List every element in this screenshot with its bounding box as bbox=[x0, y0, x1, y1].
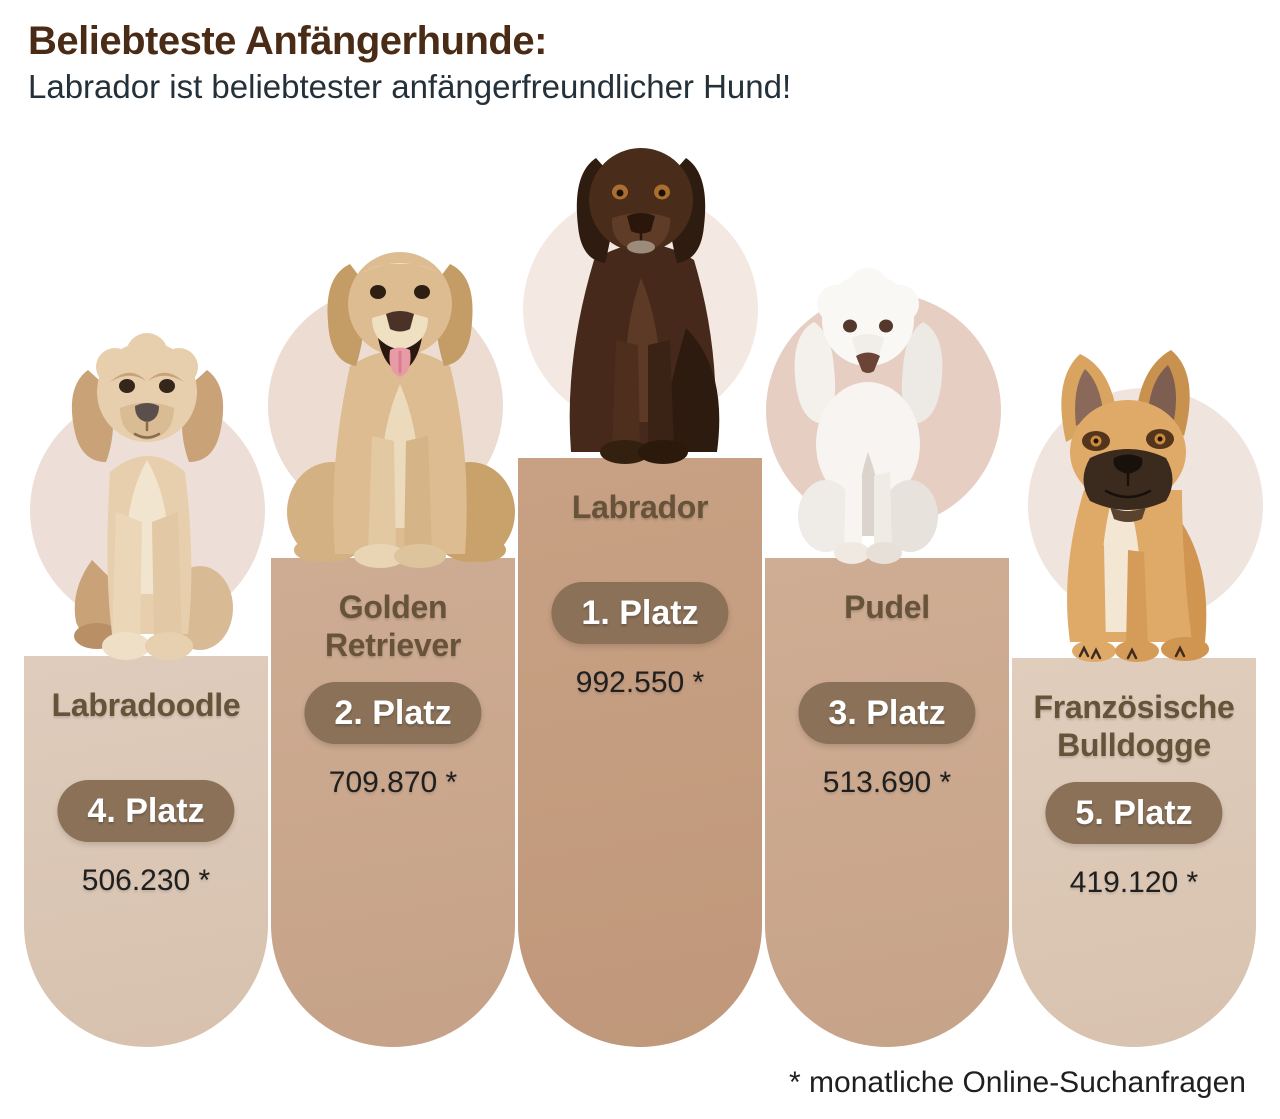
labrador-dog-illustration bbox=[536, 130, 746, 464]
page-title: Beliebteste Anfängerhunde: bbox=[28, 19, 547, 63]
podium-column-4th-labradoodle: Labradoodle 4. Platz 506.230 * bbox=[24, 656, 268, 1047]
rank-badge: 1. Platz bbox=[551, 582, 729, 644]
podium-column-5th-franzoesische-bulldogge: Französische Bulldogge 5. Platz 419.120 … bbox=[1012, 658, 1256, 1047]
podium-column-3rd-pudel: Pudel 3. Platz 513.690 * bbox=[765, 558, 1009, 1047]
rank-badge: 5. Platz bbox=[1045, 782, 1223, 844]
pudel-dog-illustration bbox=[786, 264, 951, 568]
breed-name-label: Französische Bulldogge bbox=[1033, 689, 1235, 763]
podium-column-1st-labrador: Labrador 1. Platz 992.550 * bbox=[518, 458, 762, 1047]
footnote: * monatliche Online-Suchanfragen bbox=[789, 1066, 1246, 1099]
rank-badge: 3. Platz bbox=[798, 682, 976, 744]
franzoesische-bulldogge-dog-illustration bbox=[1032, 340, 1224, 664]
search-count-value: 506.230 * bbox=[81, 864, 211, 897]
search-count-value: 709.870 * bbox=[328, 766, 458, 799]
breed-name-label: Golden Retriever bbox=[324, 589, 462, 663]
breed-name-label: Labradoodle bbox=[51, 687, 241, 723]
search-count-value: 992.550 * bbox=[575, 666, 705, 699]
labradoodle-dog-illustration bbox=[50, 312, 245, 662]
breed-name-label: Pudel bbox=[844, 589, 930, 625]
rank-badge: 2. Platz bbox=[304, 682, 482, 744]
page-subtitle: Labrador ist beliebtester anfängerfreund… bbox=[28, 68, 792, 105]
golden-retriever-dog-illustration bbox=[280, 226, 520, 568]
rank-badge: 4. Platz bbox=[57, 780, 235, 842]
search-count-value: 513.690 * bbox=[822, 766, 952, 799]
podium-column-2nd-golden-retriever: Golden Retriever 2. Platz 709.870 * bbox=[271, 558, 515, 1047]
header: Beliebteste Anfängerhunde: Labrador ist … bbox=[28, 18, 791, 106]
breed-name-label: Labrador bbox=[571, 489, 709, 525]
search-count-value: 419.120 * bbox=[1069, 866, 1199, 899]
